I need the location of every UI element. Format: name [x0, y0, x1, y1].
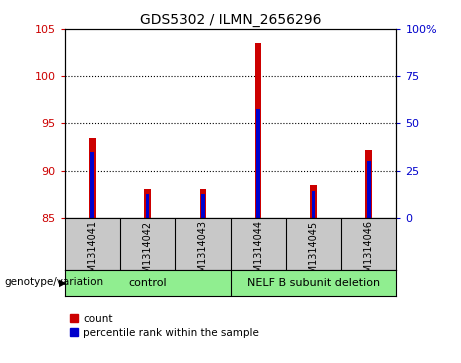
Bar — [312, 191, 315, 218]
Text: GSM1314043: GSM1314043 — [198, 220, 208, 285]
Bar — [90, 152, 94, 218]
Bar — [201, 194, 205, 218]
Text: genotype/variation: genotype/variation — [5, 277, 104, 287]
Text: GSM1314046: GSM1314046 — [364, 220, 374, 285]
Title: GDS5302 / ILMN_2656296: GDS5302 / ILMN_2656296 — [140, 13, 321, 26]
Legend: count, percentile rank within the sample: count, percentile rank within the sample — [70, 314, 259, 338]
Bar — [144, 189, 151, 218]
Bar — [255, 43, 261, 218]
Bar — [256, 109, 260, 218]
Bar — [200, 189, 206, 218]
Bar — [310, 185, 317, 218]
Bar — [366, 150, 372, 218]
Text: GSM1314045: GSM1314045 — [308, 220, 319, 286]
Text: GSM1314041: GSM1314041 — [87, 220, 97, 285]
Text: GSM1314044: GSM1314044 — [253, 220, 263, 285]
Bar — [146, 194, 149, 218]
Bar — [367, 161, 371, 218]
Text: NELF B subunit deletion: NELF B subunit deletion — [247, 278, 380, 288]
Bar — [89, 138, 95, 218]
Text: ▶: ▶ — [59, 277, 66, 287]
Text: control: control — [128, 278, 167, 288]
Text: GSM1314042: GSM1314042 — [142, 220, 153, 286]
